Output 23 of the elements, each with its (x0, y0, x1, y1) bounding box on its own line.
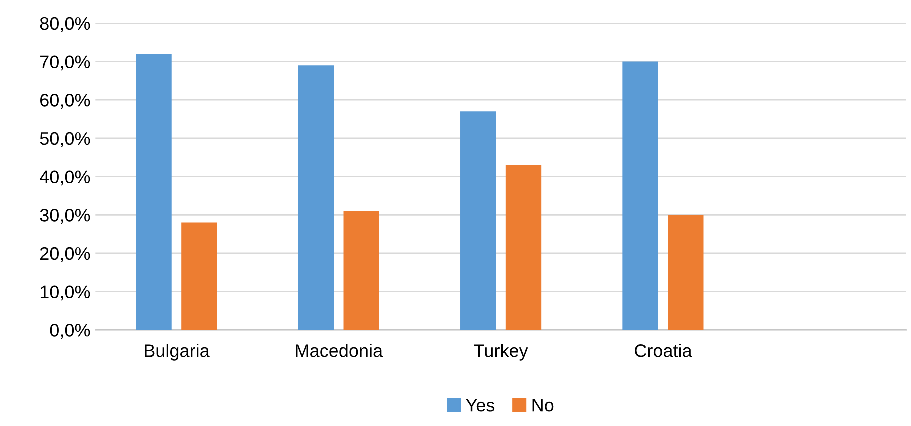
y-tick-label: 40,0% (40, 170, 90, 186)
y-tick-label: 10,0% (40, 286, 90, 301)
bar (344, 211, 380, 330)
legend-label: No (532, 399, 554, 412)
y-tick-label: 50,0% (40, 132, 90, 148)
bar (622, 62, 658, 330)
y-tick-label: 20,0% (40, 247, 90, 262)
bar (668, 215, 704, 330)
y-tick-label: 0,0% (50, 324, 90, 340)
bar (182, 222, 218, 330)
bar (460, 112, 496, 330)
y-tick-label: 60,0% (40, 94, 90, 109)
y-tick-label: 30,0% (40, 209, 90, 224)
bar (298, 66, 334, 330)
y-tick-label: 70,0% (40, 56, 90, 71)
x-tick-label: Bulgaria (145, 344, 210, 361)
legend-label: Yes (466, 399, 495, 412)
x-tick-label: Croatia (635, 344, 692, 358)
bar (136, 54, 172, 330)
y-tick-label: 80,0% (40, 17, 90, 32)
x-tick-label: Macedonia (296, 344, 384, 358)
bar (506, 165, 542, 330)
x-tick-label: Turkey (474, 344, 528, 361)
